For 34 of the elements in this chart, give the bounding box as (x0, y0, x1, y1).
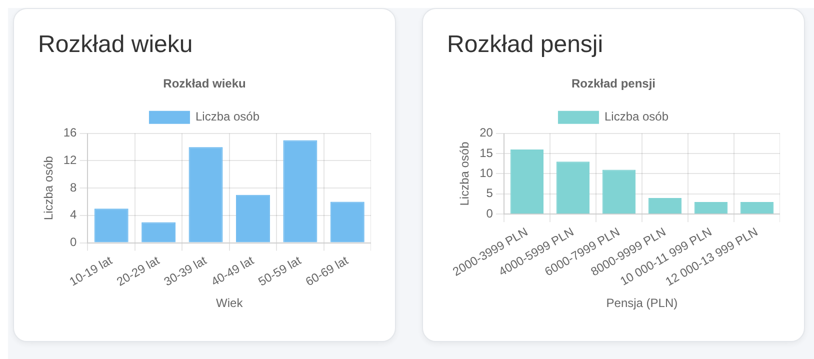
y-tick-label: 20 (480, 126, 494, 140)
bar (510, 150, 544, 214)
legend-label: Liczba osób (604, 110, 669, 124)
bar (602, 170, 636, 214)
chart-subtitle: Rozkład wieku (163, 76, 246, 91)
bar (694, 202, 728, 214)
y-tick-label: 8 (70, 180, 78, 194)
bar (556, 162, 590, 214)
chart-title: Rozkład pensji (447, 31, 604, 60)
chart-title: Rozkład wieku (38, 31, 194, 60)
bar (283, 140, 318, 242)
y-tick-label: 5 (486, 186, 494, 200)
legend-label: Liczba osób (195, 110, 260, 124)
y-axis-title: Liczba osób (458, 141, 472, 206)
bar (94, 208, 128, 242)
y-tick-label: 16 (63, 126, 78, 140)
y-axis-title: Liczba osób (42, 156, 56, 220)
y-tick-label: 12 (63, 153, 78, 168)
y-tick-label: 0 (486, 206, 494, 220)
x-axis-title: Wiek (216, 296, 244, 310)
bar (330, 202, 364, 242)
y-tick-label: 0 (70, 235, 78, 250)
x-axis-title: Pensja (PLN) (606, 296, 678, 310)
bar (188, 147, 223, 242)
bar (142, 222, 176, 242)
y-tick-label: 10 (480, 166, 494, 180)
y-tick-label: 4 (70, 208, 78, 222)
x-tick-label: 60-69 lat (303, 253, 352, 289)
x-tick-label: 40-49 lat (208, 253, 257, 289)
chart-subtitle: Rozkład pensji (571, 76, 656, 91)
bar (236, 194, 270, 242)
y-tick-label: 15 (480, 146, 494, 160)
bar (740, 202, 774, 214)
bar (648, 198, 682, 214)
